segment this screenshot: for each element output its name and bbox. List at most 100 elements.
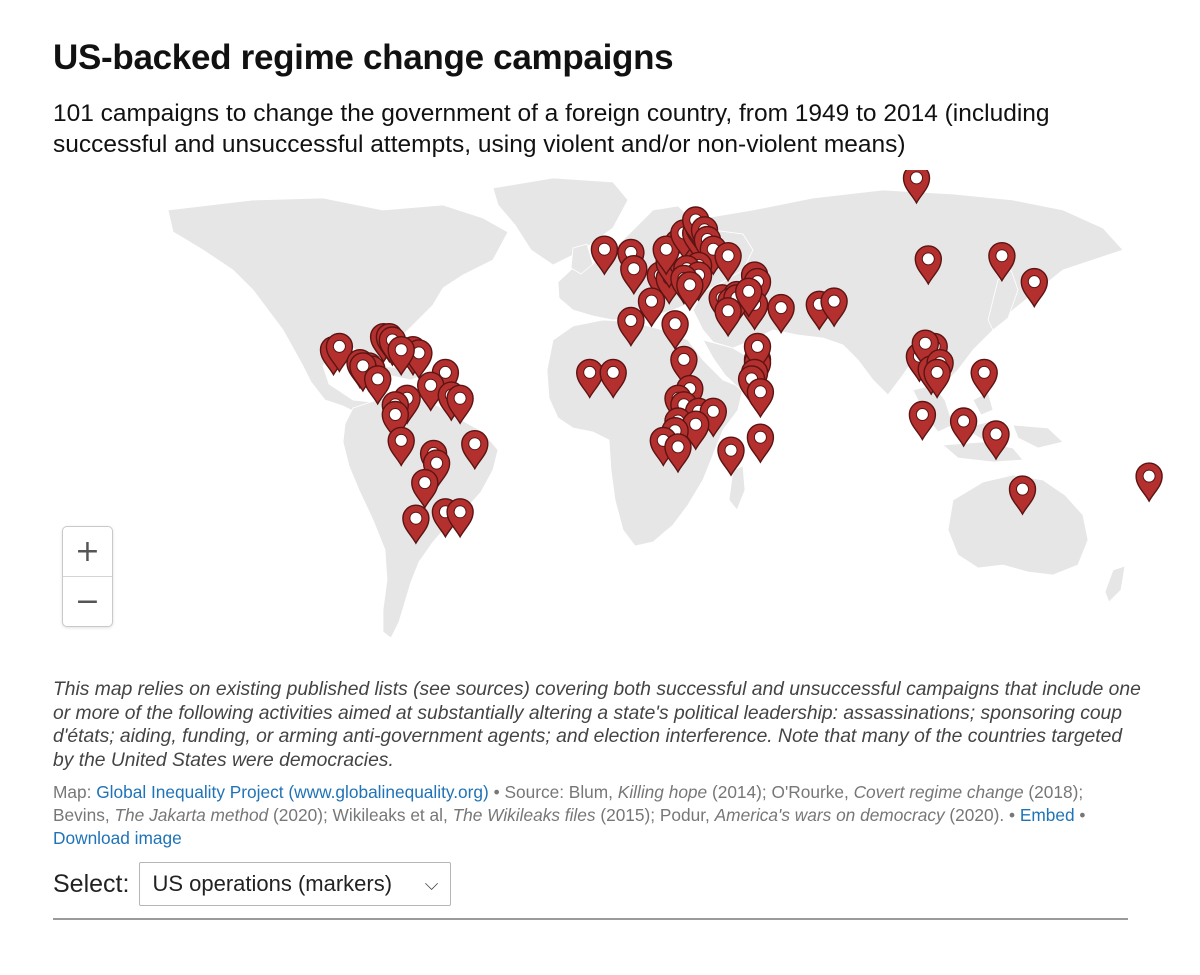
download-image-link[interactable]: Download image	[53, 828, 182, 848]
marker-dot	[332, 339, 346, 353]
page-subtitle: 101 campaigns to change the government o…	[53, 100, 1050, 158]
map-marker[interactable]	[664, 433, 692, 474]
marker-dot	[371, 372, 385, 386]
map-marker[interactable]	[988, 242, 1016, 283]
map-marker[interactable]	[411, 468, 439, 510]
orourke-title: Covert regime change	[853, 782, 1024, 802]
land-madagascar	[728, 465, 746, 511]
map-marker[interactable]	[670, 345, 698, 386]
map-marker[interactable]	[402, 504, 430, 545]
marker-dot	[418, 476, 432, 490]
map-marker[interactable]	[364, 365, 392, 406]
credits-map-prefix: Map:	[53, 782, 97, 802]
map-marker[interactable]	[714, 297, 742, 338]
map-marker[interactable]	[746, 378, 775, 419]
land-japan	[987, 269, 1019, 331]
marker-dot	[356, 359, 370, 373]
marker-dot	[1142, 469, 1156, 483]
credits-source-prefix: • Source: Blum,	[488, 782, 618, 802]
marker-dot	[977, 365, 991, 379]
map-marker[interactable]	[743, 332, 772, 373]
marker-dot	[671, 440, 685, 454]
marker-dot	[1016, 482, 1029, 496]
marker-dot	[409, 511, 423, 525]
map-note: This map relies on existing published li…	[53, 679, 1141, 771]
map-marker[interactable]	[717, 436, 745, 477]
map-marker[interactable]	[767, 293, 795, 335]
map-marker[interactable]	[970, 358, 998, 399]
marker-dot	[721, 304, 735, 318]
map-marker[interactable]	[620, 255, 648, 296]
bevins-year: (2020); Wikileaks et al,	[268, 805, 453, 825]
map-marker[interactable]	[820, 287, 848, 328]
map-marker[interactable]	[1135, 462, 1163, 503]
marker-dot	[915, 408, 929, 421]
map-marker[interactable]	[652, 235, 680, 276]
map-marker[interactable]	[949, 407, 978, 448]
marker-dot	[453, 391, 467, 405]
marker-dot	[606, 365, 620, 379]
marker-dot	[689, 417, 703, 431]
marker-dot	[957, 414, 971, 428]
map-marker[interactable]	[461, 430, 489, 471]
map-marker[interactable]	[982, 420, 1010, 461]
land-british-isles	[570, 243, 594, 275]
credits-separator: •	[1074, 805, 1086, 825]
podur-title: America's wars on democracy	[714, 805, 945, 825]
markers-layer[interactable]	[319, 170, 1163, 545]
marker-dot	[394, 343, 408, 357]
marker-dot	[683, 278, 697, 292]
map-marker[interactable]	[1020, 267, 1048, 309]
map-marker[interactable]	[908, 400, 937, 441]
map-marker[interactable]	[661, 310, 689, 351]
marker-dot	[774, 301, 788, 315]
marker-dot	[430, 456, 444, 470]
map-marker[interactable]	[676, 271, 704, 312]
zoom-out-button[interactable]: −	[74, 583, 101, 619]
bevins-title: The Jakarta method	[114, 805, 269, 825]
zoom-in-button[interactable]: +	[63, 527, 112, 577]
marker-dot	[624, 314, 638, 327]
map-marker[interactable]	[387, 336, 415, 377]
marker-dot	[721, 249, 735, 263]
land-new-zealand	[1104, 565, 1126, 603]
marker-dot	[453, 505, 467, 519]
credits: Map: Global Inequality Project (www.glob…	[53, 781, 1143, 850]
map-marker[interactable]	[735, 277, 763, 318]
world-map[interactable]	[53, 170, 1193, 648]
embed-link[interactable]: Embed	[1019, 805, 1075, 825]
marker-dot	[627, 262, 641, 276]
map-marker[interactable]	[714, 242, 742, 283]
marker-dot	[742, 284, 756, 298]
map-marker[interactable]	[746, 423, 775, 464]
map-marker[interactable]	[446, 384, 474, 425]
map-marker[interactable]	[923, 358, 951, 399]
chevron-down-icon: ⌵	[424, 873, 439, 894]
map-marker[interactable]	[1008, 475, 1037, 516]
map-marker[interactable]	[387, 426, 415, 467]
marker-dot	[706, 404, 720, 418]
view-selector: Select: US operations (markers) ⌵	[53, 862, 452, 906]
map-marker[interactable]	[599, 358, 627, 399]
blum-title: Killing hope	[617, 782, 708, 802]
marker-dot	[724, 443, 738, 457]
map-marker[interactable]	[637, 287, 666, 328]
map-marker[interactable]	[617, 306, 645, 347]
land-layer	[167, 177, 1126, 639]
map-marker[interactable]	[590, 235, 619, 276]
podur-year: (2020). •	[944, 805, 1020, 825]
global-inequality-link[interactable]: Global Inequality Project (www.globaline…	[96, 782, 489, 802]
wikileaks-title: The Wikileaks files	[452, 805, 596, 825]
map-canvas[interactable]	[53, 170, 1193, 648]
map-marker[interactable]	[576, 358, 604, 399]
view-select-dropdown[interactable]: US operations (markers) ⌵	[139, 862, 452, 906]
map-marker[interactable]	[914, 245, 942, 286]
blum-year: (2014); O'Rourke,	[707, 782, 854, 802]
marker-dot	[753, 385, 767, 399]
map-marker[interactable]	[902, 170, 931, 205]
bottom-divider	[53, 918, 1128, 920]
marker-dot	[751, 339, 764, 353]
map-marker[interactable]	[417, 371, 445, 412]
marker-dot	[645, 294, 658, 308]
map-marker[interactable]	[446, 498, 474, 539]
